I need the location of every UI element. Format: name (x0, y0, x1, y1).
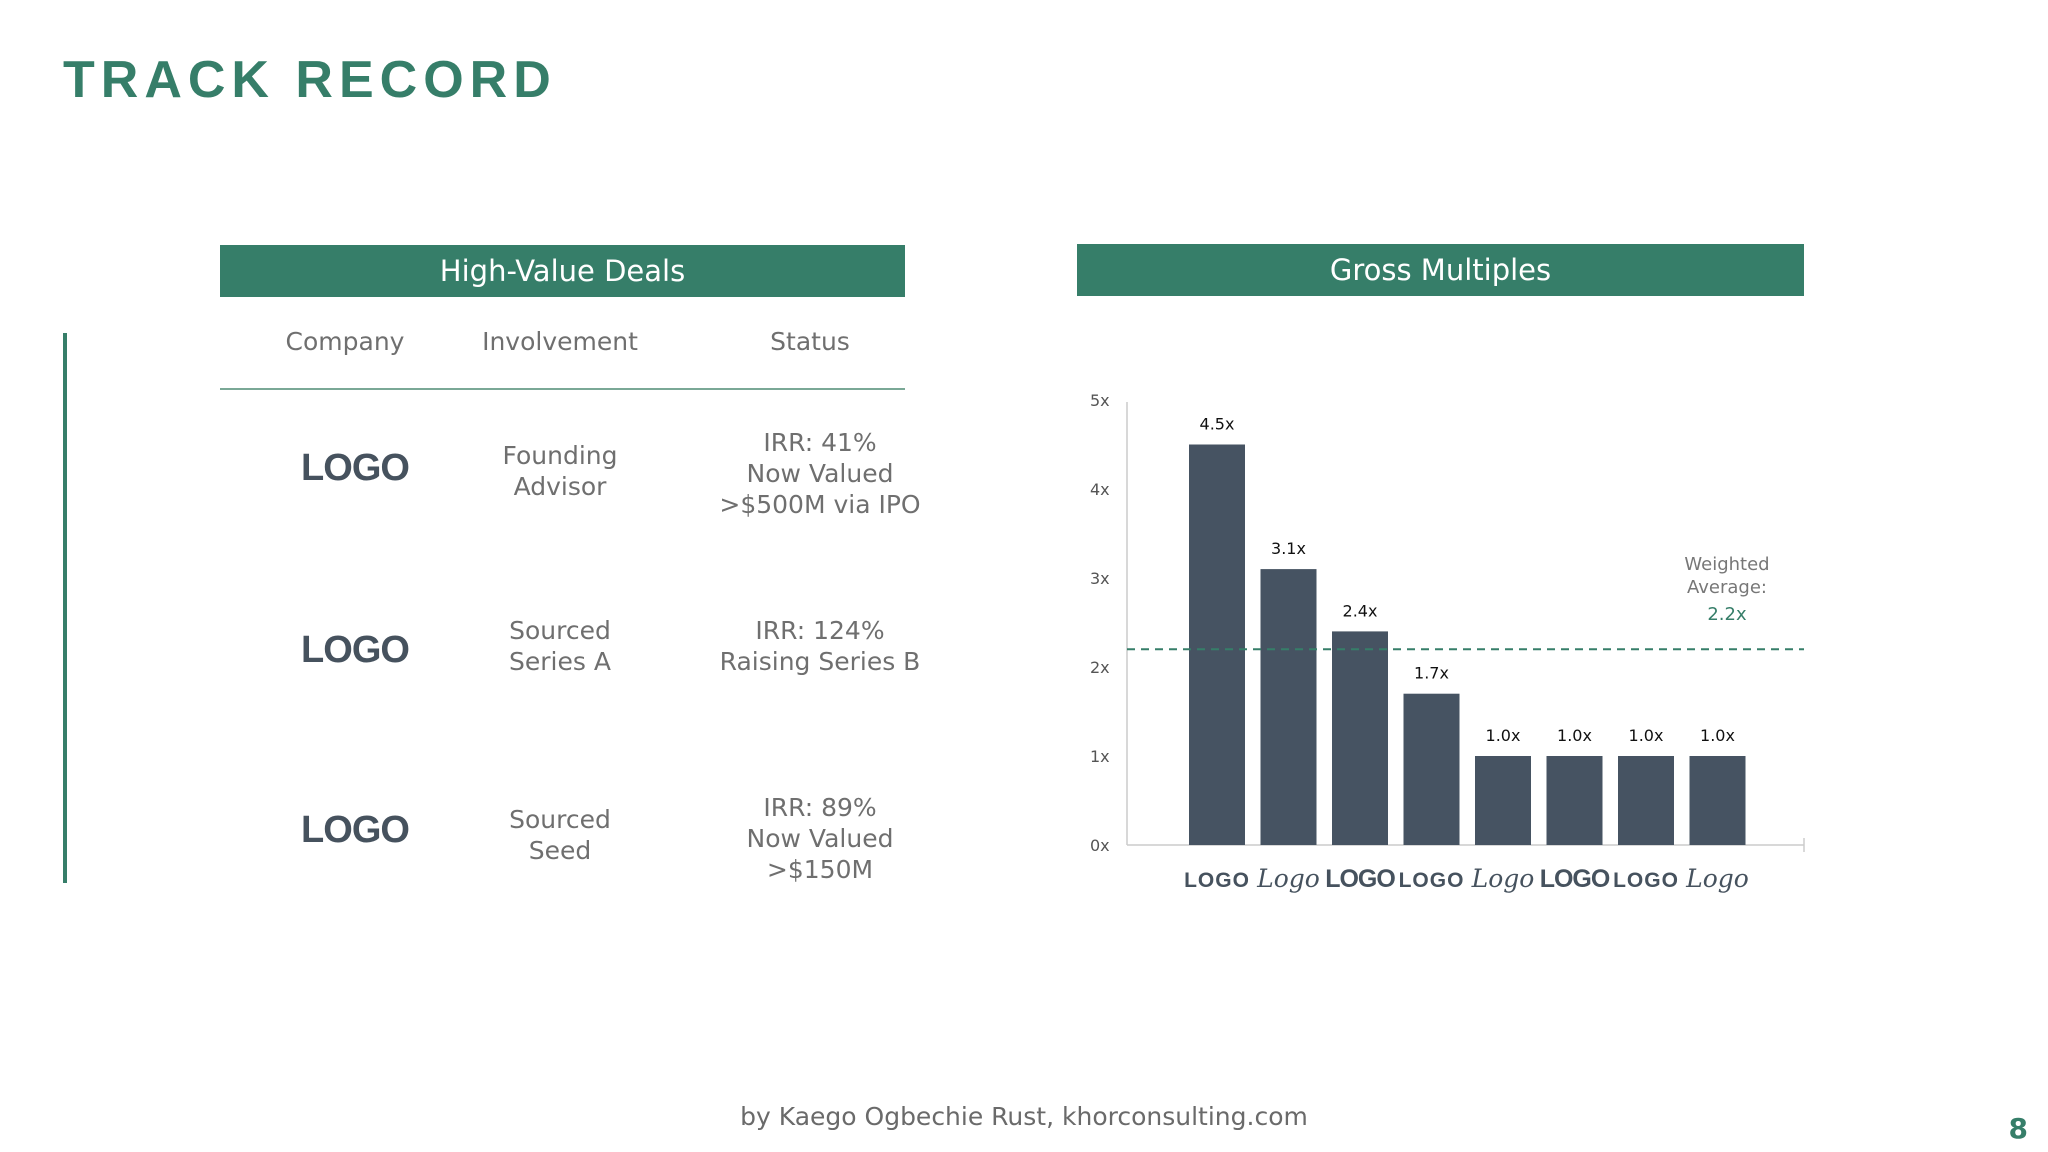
status-line: IRR: 124% (755, 616, 885, 645)
bar-value-label: 3.1x (1271, 539, 1306, 558)
status-line: Now Valued (746, 459, 894, 488)
bar-value-label: 2.4x (1343, 601, 1378, 620)
involvement-line: Advisor (513, 472, 607, 501)
y-tick-label: 2x (1090, 658, 1110, 677)
table-row: LOGO Sourced Seed IRR: 89% Now Valued >$… (220, 787, 920, 907)
status-line: Raising Series B (719, 647, 921, 676)
column-header-company: Company (285, 327, 405, 356)
involvement-line: Sourced (509, 805, 611, 834)
status-line: IRR: 89% (763, 793, 877, 822)
page-title: TRACK RECORD (63, 51, 557, 109)
page-number: 8 (2008, 1112, 2028, 1145)
involvement-line: Series A (509, 647, 611, 676)
column-header-status: Status (770, 327, 850, 356)
bar-value-label: 1.7x (1414, 664, 1449, 683)
footer-credit: by Kaego Ogbechie Rust, khorconsulting.c… (740, 1102, 1308, 1131)
accent-rule (63, 333, 67, 883)
y-tick-label: 4x (1090, 480, 1110, 499)
table-row: LOGO Founding Advisor IRR: 41% Now Value… (220, 427, 921, 547)
company-logo: LOGO (301, 629, 410, 671)
average-label: Weighted (1684, 554, 1769, 575)
category-logo-label: LOGO (1540, 865, 1610, 893)
status-cell: IRR: 124% Raising Series B (600, 615, 1040, 677)
involvement-line: Seed (528, 836, 592, 865)
bar-value-label: 1.0x (1629, 726, 1664, 745)
category-logo-label: Logo (1471, 864, 1535, 893)
column-header-involvement: Involvement (482, 327, 638, 356)
y-tick-label: 3x (1090, 569, 1110, 588)
y-tick-label: 5x (1090, 391, 1110, 410)
bar (1260, 569, 1317, 845)
company-logo: LOGO (301, 447, 410, 489)
deals-panel-header: High-Value Deals (220, 245, 905, 297)
status-line: IRR: 41% (763, 428, 877, 457)
table-row: LOGO Sourced Series A IRR: 124% Raising … (220, 609, 920, 729)
involvement-cell: Founding Advisor (340, 440, 780, 502)
bar (1403, 693, 1460, 845)
bar-value-label: 1.0x (1700, 726, 1735, 745)
bar-value-label: 4.5x (1200, 415, 1235, 434)
involvement-cell: Sourced Seed (340, 804, 780, 866)
average-label: Average: (1687, 577, 1767, 598)
bar-value-label: 1.0x (1557, 726, 1592, 745)
status-line: >$150M (766, 855, 874, 884)
bar (1332, 631, 1388, 845)
bar (1475, 756, 1531, 845)
header-divider (220, 388, 905, 390)
status-cell: IRR: 41% Now Valued >$500M via IPO (600, 427, 1040, 520)
average-value-label: 2.2x (1707, 604, 1747, 625)
company-logo: LOGO (301, 809, 410, 851)
category-logo-label: LOGO (1325, 865, 1395, 893)
bar-value-label: 1.0x (1486, 726, 1521, 745)
category-logo-label: Logo (1256, 864, 1320, 893)
bar (1618, 756, 1674, 845)
y-tick-label: 0x (1090, 836, 1110, 855)
status-cell: IRR: 89% Now Valued >$150M (600, 792, 1040, 885)
bar (1689, 756, 1746, 845)
category-logo-label: Logo (1685, 864, 1749, 893)
y-tick-label: 1x (1090, 747, 1110, 766)
category-logo-label: LOGO (1184, 869, 1250, 892)
chart-panel-header: Gross Multiples (1077, 244, 1804, 296)
bar (1189, 444, 1245, 845)
involvement-line: Founding (502, 441, 618, 470)
category-logo-label: LOGO (1399, 869, 1465, 892)
involvement-cell: Sourced Series A (340, 615, 780, 677)
bar (1546, 756, 1603, 845)
status-line: >$500M via IPO (719, 490, 921, 519)
status-line: Now Valued (746, 824, 894, 853)
category-logo-label: LOGO (1613, 869, 1679, 892)
involvement-line: Sourced (509, 616, 611, 645)
gross-multiples-chart: 0x 1x 2x 3x 4x 5x 4.5x LOGO 3.1x Logo 2.4x LOGO 1.7x… (1090, 391, 1805, 893)
